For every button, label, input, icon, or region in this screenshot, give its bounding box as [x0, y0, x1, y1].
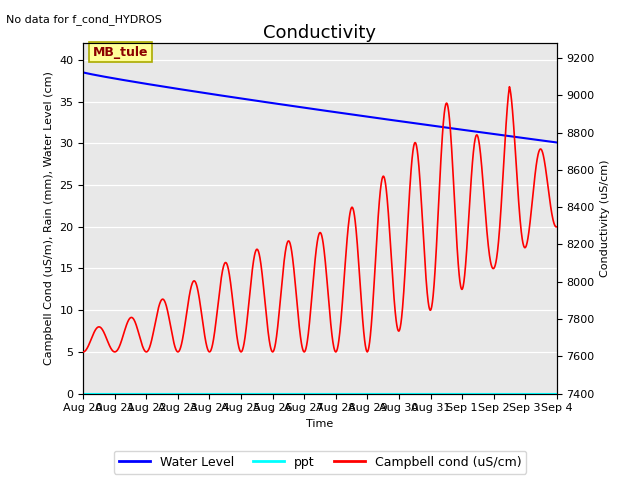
Title: Conductivity: Conductivity	[264, 24, 376, 42]
Y-axis label: Campbell Cond (uS/m), Rain (mm), Water Level (cm): Campbell Cond (uS/m), Rain (mm), Water L…	[44, 72, 54, 365]
Text: MB_tule: MB_tule	[93, 46, 148, 59]
Text: No data for f_cond_HYDROS: No data for f_cond_HYDROS	[6, 14, 163, 25]
Legend: Water Level, ppt, Campbell cond (uS/cm): Water Level, ppt, Campbell cond (uS/cm)	[114, 451, 526, 474]
X-axis label: Time: Time	[307, 419, 333, 429]
Y-axis label: Conductivity (uS/cm): Conductivity (uS/cm)	[600, 160, 611, 277]
